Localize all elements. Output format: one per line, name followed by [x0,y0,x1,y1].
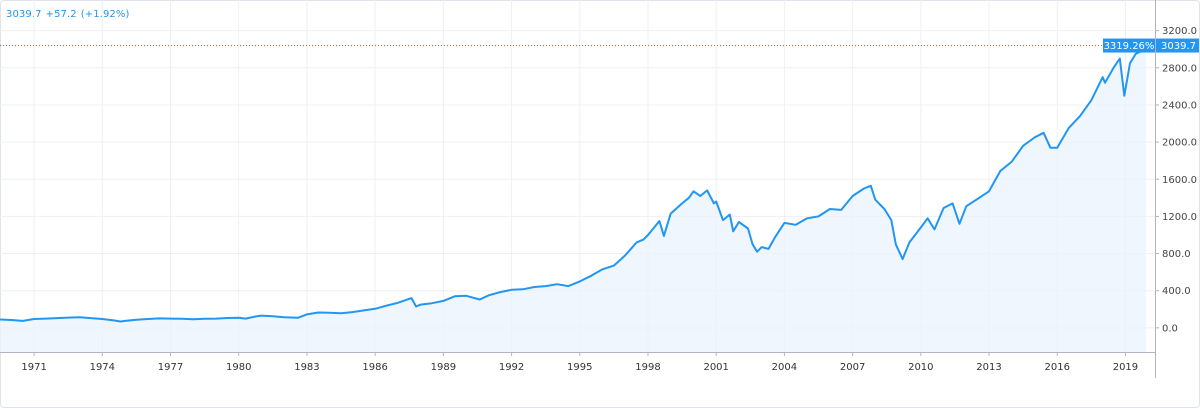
x-tick-label: 1980 [226,362,251,373]
last-price-badge [1156,38,1199,53]
y-tick-label: 800.0 [1162,249,1191,260]
price-badges: 3319.26% 3039.7 [1103,38,1199,53]
y-tick-label: 2400.0 [1162,100,1197,111]
x-tick-label: 1995 [567,362,592,373]
last-price-badge-label: 3039.7 [1161,41,1196,52]
y-tick-label: 1600.0 [1162,175,1197,186]
x-tick-label: 2007 [840,362,865,373]
x-tick-label: 1977 [158,362,183,373]
y-tick-label: 2000.0 [1162,138,1197,149]
x-tick-label: 1986 [362,362,387,373]
x-axis[interactable]: 1971 1974 1977 1980 1983 1986 1989 1992 1995 1998… [21,352,1138,373]
x-tick-label: 1983 [294,362,319,373]
y-tick-label: 2800.0 [1162,63,1197,74]
x-tick-label: 1989 [431,362,456,373]
x-tick-label: 1971 [21,362,46,373]
price-change-value: +57.2 [45,9,77,20]
price-area-fill [0,45,1146,352]
x-tick-label: 1992 [499,362,524,373]
y-tick-label: 400.0 [1162,286,1191,297]
percent-change-badge-label: 3319.26% [1104,41,1155,52]
y-axis[interactable]: 0.0 400.0 800.0 1200.0 1600.0 2000.0 2400.0 280… [1155,26,1197,334]
price-change-percent: (+1.92%) [80,9,130,20]
price-line [0,44,1147,323]
x-tick-label: 2013 [976,362,1001,373]
x-tick-label: 1998 [635,362,660,373]
x-tick-label: 2019 [1113,362,1138,373]
y-tick-label: 0.0 [1162,323,1178,334]
x-tick-label: 2016 [1045,362,1070,373]
y-tick-label: 1200.0 [1162,212,1197,223]
x-tick-label: 2001 [703,362,728,373]
x-tick-label: 1974 [90,362,115,373]
percent-change-badge [1103,38,1155,53]
x-tick-label: 2010 [908,362,933,373]
price-header: 3039.7 +57.2 (+1.92%) [6,9,134,20]
x-tick-label: 2004 [772,362,797,373]
last-price-value: 3039.7 [6,9,42,20]
y-tick-label: 3200.0 [1162,26,1197,37]
